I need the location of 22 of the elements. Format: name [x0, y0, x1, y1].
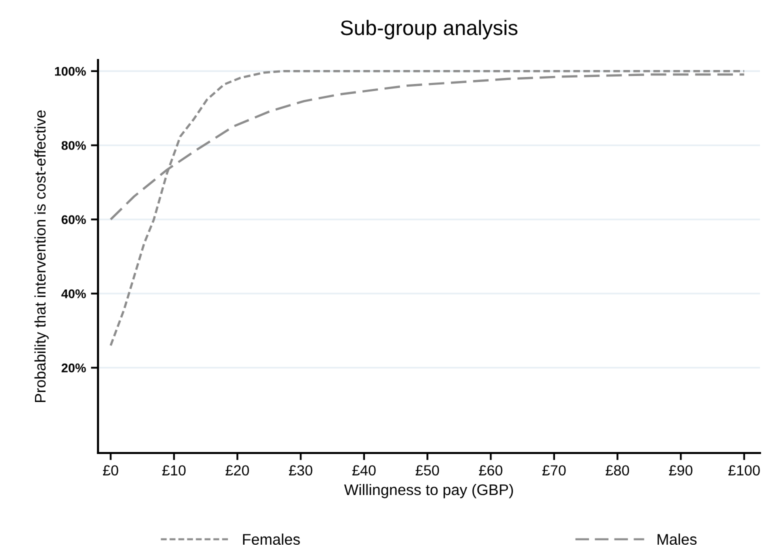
x-tick-label: £20 [226, 465, 249, 476]
legend-label: Females [243, 534, 300, 545]
x-tick-label: £60 [479, 465, 502, 476]
chart-title: Sub-group analysis [340, 20, 518, 40]
y-tick-label: 60% [62, 215, 86, 224]
x-tick-label: £50 [416, 465, 440, 476]
y-axis-title: Probability that intervention is cost-effective [34, 110, 49, 402]
x-tick-label: £30 [288, 465, 312, 476]
x-tick-label: £90 [669, 465, 692, 476]
y-tick-label: 80% [62, 141, 86, 150]
line-series [110, 70, 746, 347]
legend-label: Males [658, 534, 697, 545]
x-tick-label: £100 [728, 465, 760, 476]
y-tick-label: 100% [55, 66, 86, 76]
x-tick-label: £0 [102, 465, 118, 476]
y-tick-label: 40% [61, 289, 86, 298]
x-tick-label: £80 [606, 465, 630, 476]
y-tick-label: 20% [62, 364, 86, 372]
x-tick-label: £10 [162, 465, 186, 476]
x-tick-label: £40 [352, 465, 376, 476]
x-axis-title: Willingness to pay (GBP) [344, 484, 513, 498]
x-tick-label: £70 [542, 465, 566, 476]
